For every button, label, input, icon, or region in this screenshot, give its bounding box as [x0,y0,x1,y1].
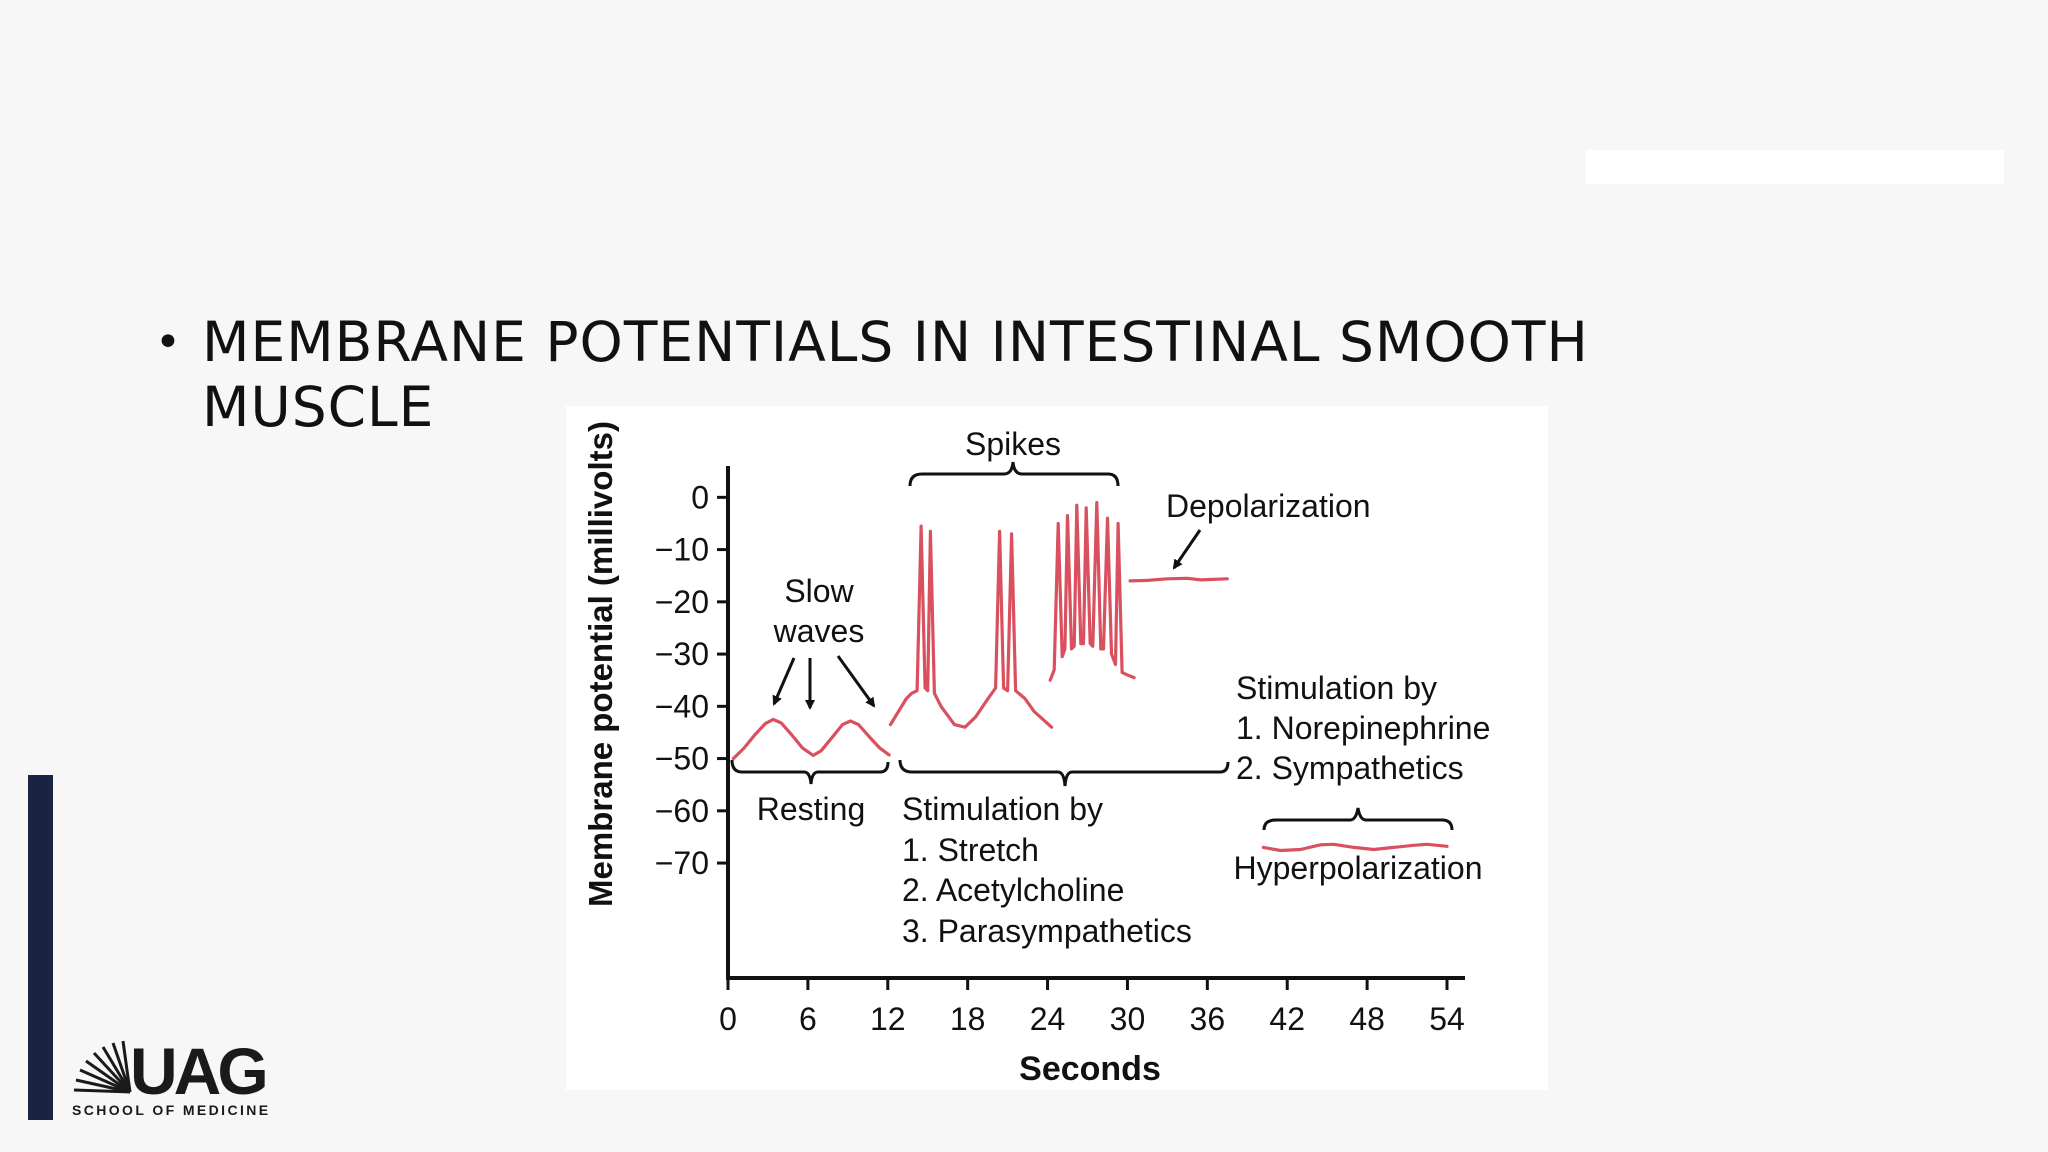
header-strip [1586,150,2004,184]
y-axis-ticks: 0 −10 −20 −30 −40 −50 −60 −70 [655,479,728,881]
x-axis-ticks: 0 6 12 18 24 30 36 42 48 54 [719,978,1465,1037]
series-group [731,500,1449,853]
x-tick-label: 36 [1190,1001,1226,1037]
stimulation-item-1: 1. Stretch [902,832,1039,868]
slow-wave-arrow-1 [772,657,796,706]
x-tick-label: 48 [1349,1001,1385,1037]
logo-fan-icon [73,1040,132,1094]
spikes-brace [908,461,1120,487]
resting-brace [730,759,890,785]
trace-resting [731,717,891,761]
logo-subtitle: SCHOOL OF MEDICINE [72,1102,271,1118]
y-tick-label: −20 [655,584,709,620]
stimulation-title: Stimulation by [902,791,1103,827]
x-tick-label: 24 [1030,1001,1066,1037]
side-accent-bar [28,775,53,1120]
membrane-potential-chart: 0 −10 −20 −30 −40 −50 −60 −70 0 6 12 18 24 30 36 42 48 5… [582,421,1490,1088]
slow-waves-label-line1: Slow [784,573,854,609]
hyperpolarization-label: Hyperpolarization [1233,850,1482,886]
x-tick-label: 0 [719,1001,737,1037]
x-tick-label: 12 [870,1001,906,1037]
y-tick-label: 0 [691,479,709,515]
resting-label: Resting [757,791,866,827]
spikes-label: Spikes [965,426,1061,462]
slow-waves-label-line2: waves [773,613,865,649]
x-axis-label: Seconds [1019,1050,1161,1088]
x-tick-label: 30 [1110,1001,1146,1037]
y-tick-label: −70 [655,845,709,881]
y-axis-label: Membrane potential (millivolts) [582,421,619,907]
x-tick-label: 6 [799,1001,817,1037]
stimulation2-item-1: 1. Norepinephrine [1236,710,1490,746]
y-tick-label: −50 [655,741,709,777]
trace-depolarization [1128,576,1229,583]
y-tick-label: −40 [655,688,709,724]
chart-card: 0 −10 −20 −30 −40 −50 −60 −70 0 6 12 18 24 30 36 42 48 5… [566,406,1548,1090]
depolarization-arrow [1172,529,1202,570]
stimulation2-item-2: 2. Sympathetics [1236,750,1464,786]
slide-title-bullet: • MEMBRANE POTENTIALS IN INTESTINAL SMOO… [155,310,1760,440]
stimulation-item-2: 2. Acetylcholine [902,872,1124,908]
bullet-dot: • [155,317,182,368]
trace-hyperpolarization [1261,842,1449,853]
hyperpolarization-brace [1262,807,1454,831]
x-tick-label: 54 [1429,1001,1465,1037]
slide-title: MEMBRANE POTENTIALS IN INTESTINAL SMOOTH… [202,310,1589,439]
depolarization-label: Depolarization [1166,488,1371,524]
trace-spikes-1 [888,524,1054,729]
logo-wordmark: UAG [130,1034,269,1108]
x-tick-label: 42 [1269,1001,1305,1037]
y-tick-label: −30 [655,636,709,672]
slow-wave-arrow-3 [836,655,876,708]
stimulation-brace [898,759,1230,787]
stimulation-item-3: 3. Parasympathetics [902,913,1192,949]
x-tick-label: 18 [950,1001,986,1037]
y-tick-label: −10 [655,532,709,568]
uag-logo: UAG SCHOOL OF MEDICINE [70,1036,280,1120]
stimulation2-title: Stimulation by [1236,670,1437,706]
y-tick-label: −60 [655,793,709,829]
axes [726,466,1465,980]
trace-spikes-2 [1048,500,1136,682]
